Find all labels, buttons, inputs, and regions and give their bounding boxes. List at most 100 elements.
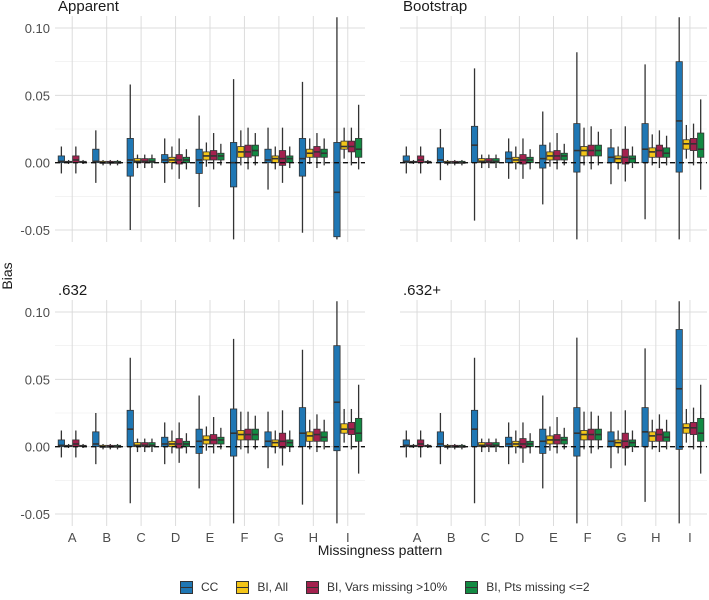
legend-label: BI, Pts missing <=2 bbox=[486, 580, 590, 594]
box-G-bi-pts-missing-2 bbox=[286, 146, 294, 169]
box-body bbox=[355, 417, 363, 442]
x-tick-label: G bbox=[274, 530, 284, 545]
box-C-bi-vars-missing-10- bbox=[141, 438, 149, 453]
panel-title: .632+ bbox=[403, 282, 441, 299]
y-tick-label: 0.10 bbox=[25, 21, 50, 36]
box-G-cc bbox=[264, 411, 272, 469]
box-G-bi-vars-missing-10- bbox=[621, 410, 629, 466]
box-body bbox=[641, 123, 649, 164]
box-body bbox=[675, 61, 683, 173]
box-H-cc bbox=[298, 81, 307, 233]
box-E-bi-all bbox=[202, 426, 210, 451]
box-E-bi-vars-missing-10- bbox=[210, 417, 218, 454]
box-A-bi-pts-missing-2 bbox=[424, 443, 432, 449]
box-B-cc bbox=[436, 413, 444, 465]
box-G-cc bbox=[607, 129, 615, 185]
box-body bbox=[697, 132, 705, 158]
y-tick-label: 0.00 bbox=[25, 156, 50, 171]
box-G-bi-pts-missing-2 bbox=[286, 430, 294, 453]
box-E-cc bbox=[195, 395, 203, 489]
panel-2: Bootstrap bbox=[400, 0, 707, 242]
box-E-bi-all bbox=[546, 426, 554, 451]
box-G-bi-pts-missing-2 bbox=[628, 430, 637, 453]
box-A-bi-all bbox=[65, 443, 73, 449]
box-D-cc bbox=[505, 422, 513, 465]
box-E-cc bbox=[539, 395, 547, 489]
box-E-cc bbox=[539, 111, 547, 205]
box-C-bi-all bbox=[133, 154, 142, 169]
box-B-cc bbox=[92, 130, 100, 183]
box-D-cc bbox=[161, 422, 169, 465]
box-F-bi-pts-missing-2 bbox=[251, 133, 259, 166]
panel-title: Apparent bbox=[58, 0, 120, 15]
box-F-bi-all bbox=[237, 411, 245, 450]
box-H-cc bbox=[641, 64, 649, 220]
box-D-bi-pts-missing-2 bbox=[182, 149, 190, 170]
box-D-bi-all bbox=[512, 430, 520, 454]
x-tick-label: I bbox=[346, 530, 350, 545]
box-A-cc bbox=[57, 146, 65, 174]
box-E-bi-vars-missing-10- bbox=[210, 133, 218, 170]
box-D-bi-pts-missing-2 bbox=[182, 433, 190, 454]
box-body bbox=[57, 439, 65, 448]
box-A-bi-all bbox=[409, 443, 418, 449]
box-A-bi-vars-missing-10- bbox=[417, 430, 425, 458]
box-F-bi-all bbox=[237, 130, 245, 166]
box-C-cc bbox=[470, 68, 479, 221]
box-C-bi-pts-missing-2 bbox=[148, 438, 156, 453]
box-A-cc bbox=[57, 430, 65, 458]
box-E-cc bbox=[195, 115, 203, 208]
box-E-bi-pts-missing-2 bbox=[217, 143, 225, 166]
box-body bbox=[333, 345, 341, 452]
box-I-cc bbox=[675, 301, 683, 524]
box-I-cc bbox=[333, 301, 341, 524]
box-C-bi-pts-missing-2 bbox=[492, 154, 500, 169]
box-D-bi-vars-missing-10- bbox=[519, 138, 527, 179]
box-C-bi-pts-missing-2 bbox=[148, 154, 156, 169]
y-tick-label: 0.00 bbox=[25, 440, 50, 455]
box-E-bi-pts-missing-2 bbox=[560, 427, 568, 450]
panel-title: .632 bbox=[58, 282, 87, 299]
box-I-bi-vars-missing-10- bbox=[347, 408, 355, 450]
box-I-bi-all bbox=[340, 127, 348, 159]
x-tick-label: C bbox=[136, 530, 145, 545]
box-A-bi-vars-missing-10- bbox=[72, 146, 80, 174]
box-I-cc bbox=[333, 17, 341, 240]
box-G-bi-all bbox=[614, 146, 622, 170]
box-C-bi-pts-missing-2 bbox=[492, 438, 500, 453]
box-body bbox=[333, 142, 341, 238]
legend-item: BI, Vars missing >10% bbox=[306, 580, 447, 594]
x-tick-label: C bbox=[481, 530, 490, 545]
box-body bbox=[505, 436, 513, 448]
box-D-bi-pts-missing-2 bbox=[526, 149, 534, 170]
x-tick-label: D bbox=[171, 530, 180, 545]
box-A-bi-all bbox=[65, 159, 73, 165]
box-body bbox=[161, 154, 169, 164]
y-tick-label: -0.05 bbox=[20, 507, 50, 522]
x-tick-label: B bbox=[102, 530, 111, 545]
box-E-bi-vars-missing-10- bbox=[553, 133, 561, 170]
y-tick-label: 0.10 bbox=[25, 305, 50, 320]
box-F-cc bbox=[573, 52, 581, 240]
box-A-bi-vars-missing-10- bbox=[72, 430, 80, 458]
box-E-bi-vars-missing-10- bbox=[553, 417, 561, 454]
box-I-bi-pts-missing-2 bbox=[355, 384, 363, 474]
box-D-bi-all bbox=[168, 430, 176, 454]
box-body bbox=[298, 138, 307, 177]
box-G-bi-all bbox=[271, 430, 279, 454]
box-A-bi-all bbox=[409, 159, 418, 165]
box-G-bi-all bbox=[614, 430, 622, 454]
box-body bbox=[573, 407, 581, 457]
box-H-bi-vars-missing-10- bbox=[655, 414, 663, 453]
box-body bbox=[195, 148, 203, 174]
box-D-cc bbox=[161, 138, 169, 183]
box-C-bi-vars-missing-10- bbox=[485, 438, 493, 453]
box-body bbox=[57, 155, 65, 164]
box-I-bi-pts-missing-2 bbox=[697, 384, 705, 474]
box-A-bi-pts-missing-2 bbox=[79, 159, 87, 165]
box-E-bi-all bbox=[546, 142, 554, 167]
legend-swatch bbox=[465, 580, 479, 594]
box-body bbox=[539, 144, 547, 169]
box-D-bi-vars-missing-10- bbox=[175, 138, 183, 179]
x-tick-label: A bbox=[413, 530, 422, 545]
